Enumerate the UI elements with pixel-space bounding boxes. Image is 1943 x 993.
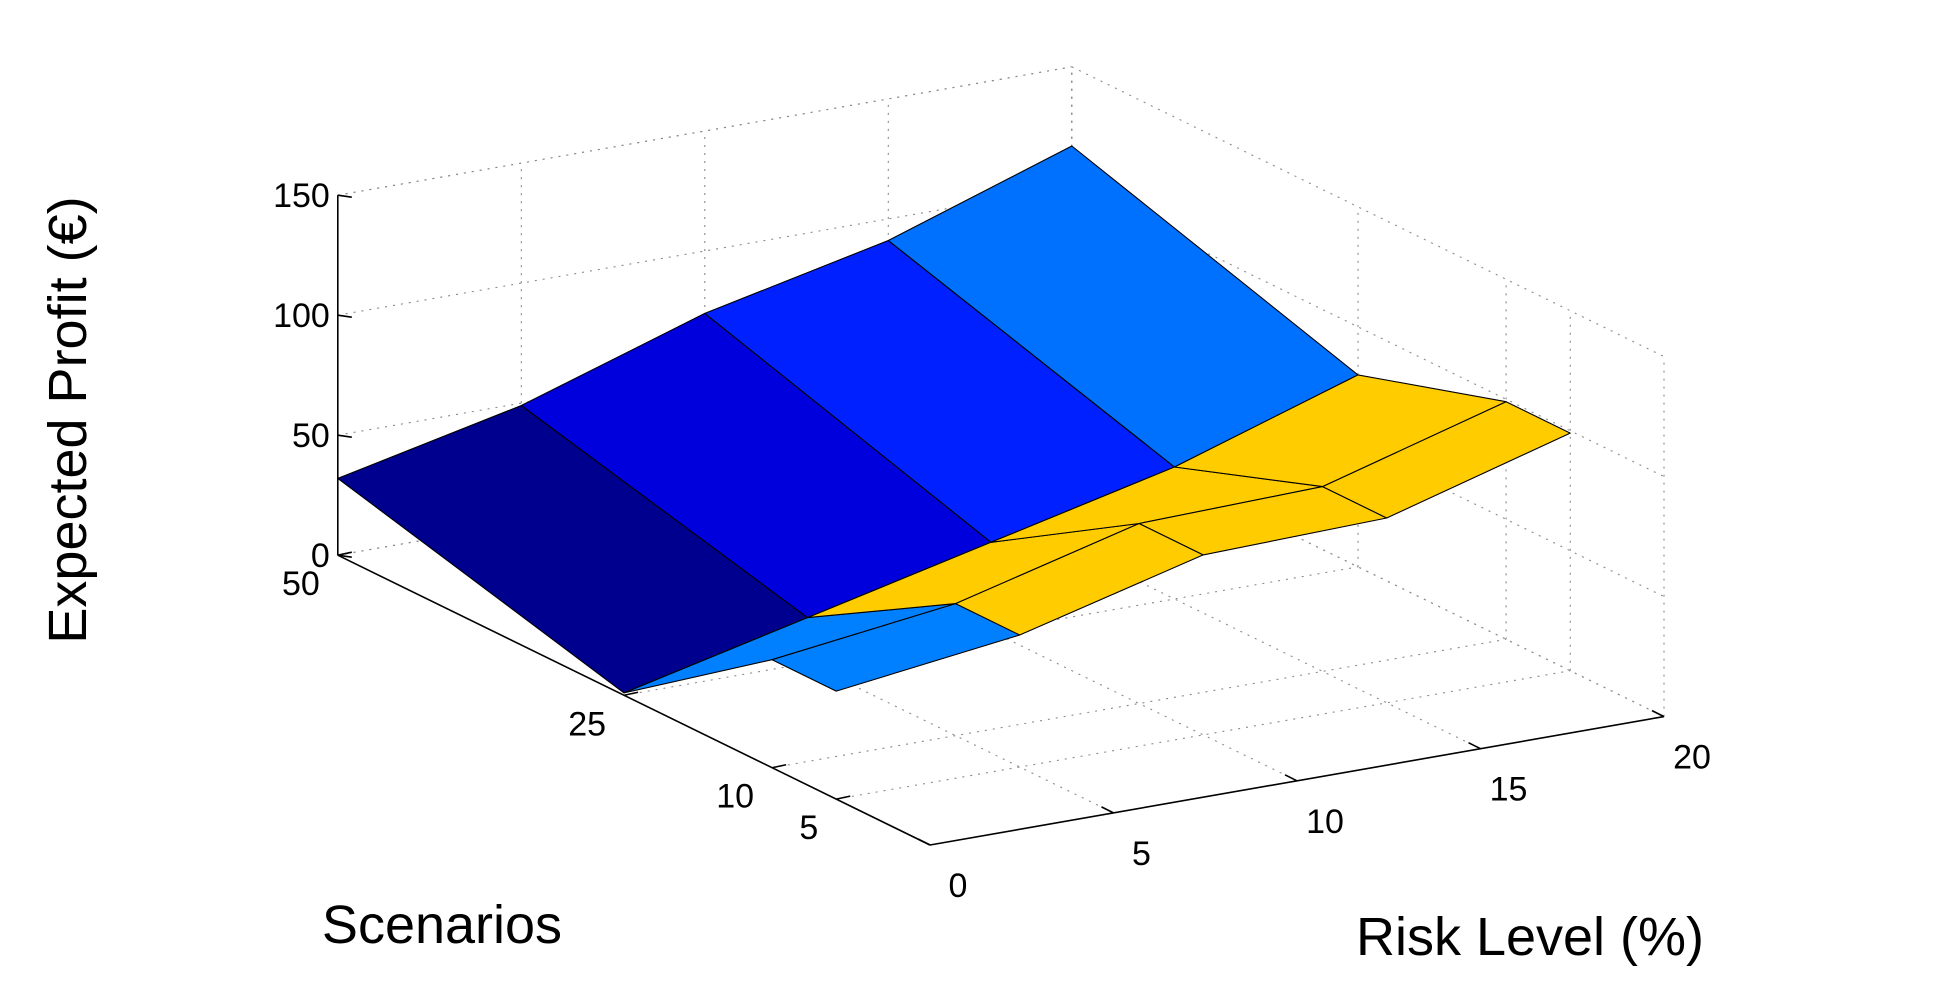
scenario-tick-label: 10: [716, 778, 754, 816]
z-tick-mark: [337, 314, 352, 318]
risk-tick-label: 10: [1306, 803, 1344, 841]
box-edge: [337, 66, 1072, 196]
risk-tick-label: 15: [1490, 771, 1528, 809]
risk-tick-mark: [1284, 774, 1298, 782]
scenario-axis-line: [337, 554, 931, 846]
z-tick-label: 150: [273, 177, 330, 215]
scenario-tick-label: 5: [799, 809, 818, 847]
risk-tick-label: 0: [949, 867, 968, 905]
risk-tick-mark: [1651, 709, 1665, 718]
side-wall-grid-z: [1071, 186, 1665, 478]
z-tick-mark: [337, 434, 352, 438]
z-tick-mark: [337, 554, 352, 558]
surface-patches: [337, 145, 1571, 694]
risk-tick-mark: [917, 838, 931, 846]
risk-tick-label: 20: [1673, 739, 1711, 777]
x-axis-title: Scenarios: [322, 895, 562, 955]
scenario-tick-label: 25: [568, 705, 606, 743]
surface-patch: [1322, 401, 1571, 519]
side-wall-grid-z: [1071, 66, 1665, 358]
scenario-tick-mark: [623, 691, 639, 697]
floor-grid-scenario: [836, 670, 1571, 800]
side-wall-grid-z: [1071, 426, 1665, 718]
z-tick-label: 50: [292, 417, 330, 455]
risk-tick-label: 5: [1132, 835, 1151, 873]
scenario-tick-label: 50: [282, 565, 320, 603]
scenario-tick-mark: [337, 551, 352, 556]
z-tick-label: 100: [273, 297, 330, 335]
scenario-tick-mark: [836, 795, 851, 800]
risk-tick-mark: [1101, 806, 1114, 814]
axes: [336, 194, 1665, 846]
z-tick-label: 0: [311, 537, 330, 575]
scenario-tick-mark: [771, 763, 787, 769]
z-tick-mark: [337, 194, 352, 198]
z-axis-title: Expected Profit (€): [38, 196, 98, 643]
floor-grid-risk: [888, 458, 1481, 750]
risk-tick-mark: [1468, 741, 1481, 750]
y-axis-title: Risk Level (%): [1356, 907, 1704, 967]
